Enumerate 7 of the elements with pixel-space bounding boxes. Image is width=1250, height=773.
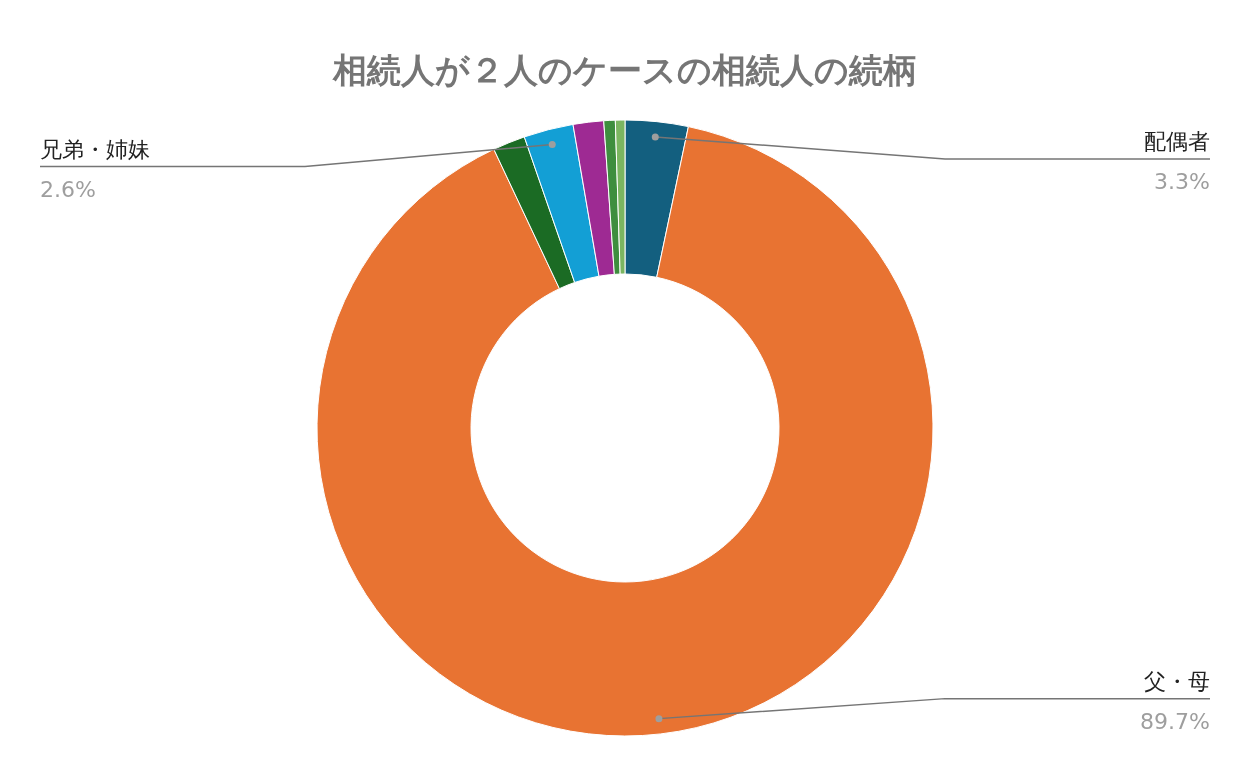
chart-title: 相続人が２人のケースの相続人の続柄 [332,50,917,90]
slice-label: 兄弟・姉妹 [40,136,150,162]
slice-label: 配偶者 [1144,128,1210,154]
slice-label: 父・母 [1144,668,1210,694]
data-label: 89.7% [1140,708,1210,734]
data-label: 2.6% [40,176,96,202]
data-label: 3.3% [1154,168,1210,194]
